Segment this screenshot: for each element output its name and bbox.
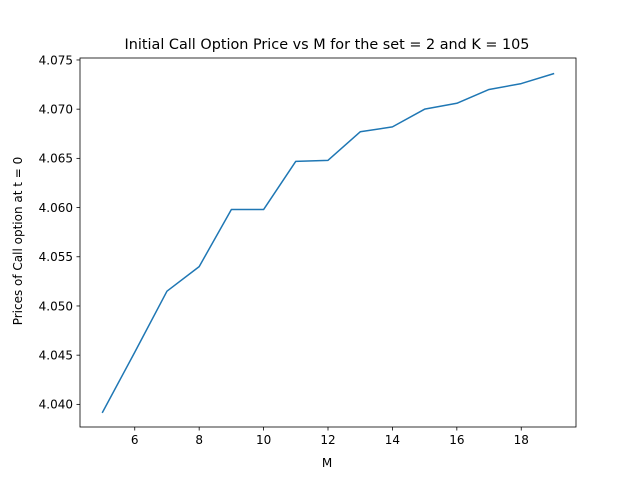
- y-tick-label: 4.070: [39, 102, 73, 116]
- plot-frame: [79, 57, 577, 428]
- x-tick-label: 8: [195, 433, 203, 447]
- y-tick-label: 4.050: [39, 299, 73, 313]
- x-tick-label: 18: [514, 433, 529, 447]
- y-tick-label: 4.040: [39, 398, 73, 412]
- y-tick-label: 4.075: [39, 53, 73, 67]
- x-tick-label: 6: [131, 433, 139, 447]
- y-tick-label: 4.065: [39, 152, 73, 166]
- chart-title: Initial Call Option Price vs M for the s…: [125, 37, 530, 53]
- x-tick-label: 16: [449, 433, 464, 447]
- x-tick-label: 14: [385, 433, 400, 447]
- x-tick-label: 12: [320, 433, 335, 447]
- y-tick-label: 4.055: [39, 250, 73, 264]
- y-axis-label: Prices of Call option at t = 0: [11, 157, 25, 326]
- series-line-0: [101, 72, 555, 414]
- y-tick-label: 4.060: [39, 201, 73, 215]
- y-tick-label: 4.045: [39, 348, 73, 362]
- x-tick-label: 10: [256, 433, 271, 447]
- x-axis-label: M: [322, 456, 332, 470]
